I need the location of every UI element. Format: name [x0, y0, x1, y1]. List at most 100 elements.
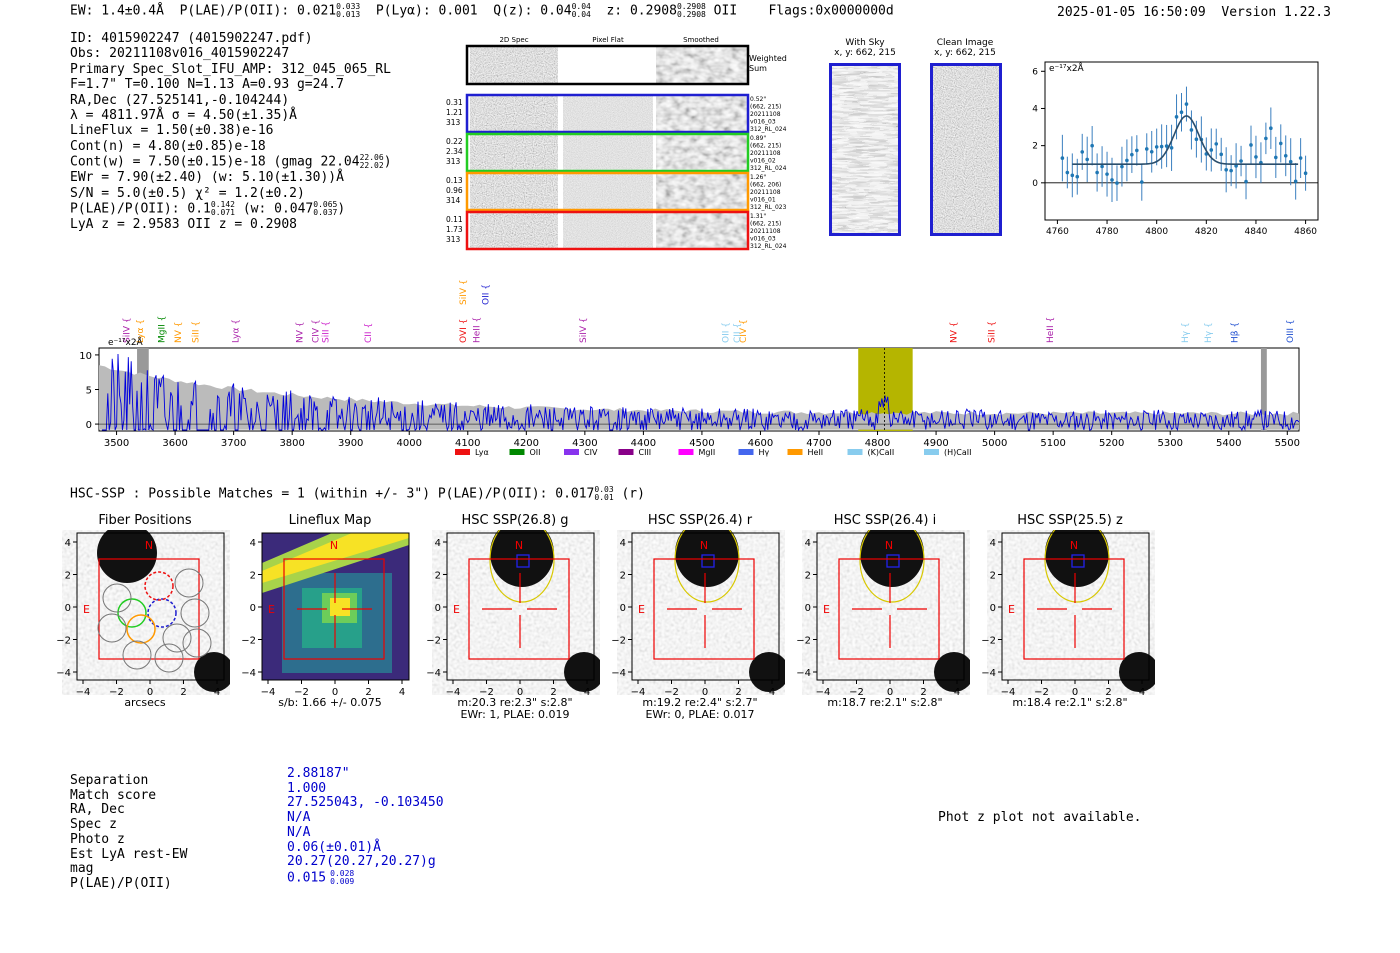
cutout-left-label: 0.31: [446, 98, 463, 107]
legend-label: (K)CaII: [868, 448, 895, 457]
east-label: E: [1008, 603, 1015, 616]
match-label: mag: [70, 861, 94, 877]
north-label: N: [145, 539, 153, 552]
with-sky-title: With Sky x, y: 662, 215: [834, 38, 896, 58]
spectrum-line-label: CII {: [733, 323, 743, 343]
match-row: Separation 2.88187": [70, 766, 444, 789]
info-ewr: EWr = 7.90(±2.40) (w: 5.10(±1.30))Å: [70, 170, 344, 186]
fit-ytick: 4: [1032, 104, 1038, 114]
panel-xtick: 4: [214, 687, 220, 698]
spectrum-xtick: 4900: [923, 438, 948, 449]
match-value: N/A: [287, 824, 311, 840]
cutout-right-label: 312_RL_024: [750, 126, 787, 133]
panel-title: Fiber Positions: [98, 513, 192, 528]
spectrum-xtick: 4100: [455, 438, 480, 449]
info-fiber: F=1.7" T=0.100 N=1.13 A=0.93 g=24.7: [70, 77, 344, 93]
panel-xtick: 2: [920, 687, 926, 698]
match-label: Est LyA rest-EW: [70, 846, 188, 862]
panel-xtick: −4: [1001, 687, 1016, 698]
match-row: Spec z N/A: [70, 810, 444, 833]
legend-swatch: [564, 449, 579, 455]
legend-label: CIV: [584, 448, 598, 457]
legend-swatch: [847, 449, 863, 455]
header-summary: EW: 1.4±0.4Å P(LAE)/P(OII): 0.021 0.033 0.…: [70, 3, 894, 19]
spectrum-line-label: SiIV {: [579, 317, 589, 343]
cutout-smooth-1: [656, 134, 747, 171]
spectrum-line-label: SiII {: [988, 321, 998, 343]
cutout-frame-1: [465, 132, 750, 173]
cutout-left-label: 2.34: [446, 147, 463, 156]
panel-xtick: −2: [479, 687, 494, 698]
panel-xtick: 2: [180, 687, 186, 698]
cutout-right-label: v016_01: [750, 197, 776, 204]
image-panel-0: N E −4 −2 0 2 4 4 2 0 −2 −4: [56, 530, 230, 698]
header-datetime: 2025-01-05 16:50:09: [1057, 5, 1206, 20]
panel-xtick: 4: [1139, 687, 1145, 698]
header-version-info: 2025-01-05 16:50:09 Version 1.22.3: [1057, 5, 1331, 20]
spectrum-xtick: 5400: [1216, 438, 1241, 449]
fit-xtick: 4860: [1294, 227, 1317, 235]
spectrum-xtick: 4600: [748, 438, 773, 449]
header-version: Version 1.22.3: [1221, 5, 1331, 20]
match-label: Photo z: [70, 831, 125, 847]
panel-xtick: −4: [816, 687, 831, 698]
cutout-flat-2: [563, 173, 653, 210]
panel-xtick: 2: [1105, 687, 1111, 698]
east-label: E: [83, 603, 90, 616]
panel-ytick: −4: [56, 668, 71, 679]
match-table: Separation 2.88187" Match score 1.000 RA, De…: [70, 766, 444, 892]
match-value: 0.06(±0.01)Å: [287, 839, 381, 855]
spectrum-xtick: 3700: [221, 438, 246, 449]
col-pixel-flat: Pixel Flat: [592, 36, 624, 44]
panel-xtick: 4: [584, 687, 590, 698]
panel-xtick: 4: [399, 687, 405, 698]
panel-xtick: −4: [446, 687, 461, 698]
panel-ytick: 4: [805, 538, 811, 549]
spectrum-xtick: 4200: [514, 438, 539, 449]
image-panel-4: N E −4 −2 0 2 4 4 2 0 −2 −4: [796, 530, 970, 698]
header-plae-err: 0.033 0.013: [336, 2, 361, 19]
cutout-right-label: (662, 215): [750, 104, 781, 111]
col-2d-spec: 2D Spec: [499, 36, 528, 44]
spectrum-xtick: 4500: [689, 438, 714, 449]
panel-caption: m:18.4 re:2.1" s:2.8": [1012, 696, 1128, 709]
panel-ytick: −4: [426, 668, 441, 679]
cutout-left-label: 0.96: [446, 186, 463, 195]
info-primary: Primary Spec_Slot_IFU_AMP: 312_045_065_R…: [70, 61, 391, 77]
panel-ytick: −4: [981, 668, 996, 679]
cutout-left-label: 313: [446, 118, 461, 127]
match-row: Est LyA rest-EW 0.06(±0.01)Å: [70, 840, 444, 863]
north-label: N: [700, 539, 708, 552]
spectrum-xtick: 4800: [865, 438, 890, 449]
cutout-left-label: 0.22: [446, 137, 463, 146]
fit-ytick: 6: [1032, 67, 1038, 77]
match-label: Separation: [70, 773, 149, 788]
east-label: E: [638, 603, 645, 616]
cutout-right-label: 20211108: [750, 189, 781, 196]
north-label: N: [885, 539, 893, 552]
weighted-sum-label-2: Sum: [749, 64, 767, 73]
panel-xtick: 0: [517, 687, 523, 698]
cutout-right-label: 20211108: [750, 228, 781, 235]
panel-ytick: −4: [611, 668, 626, 679]
spectrum-ytick: 5: [86, 386, 92, 397]
info-sn: S/N = 5.0(±0.5) χ² = 1.2(±0.2): [70, 185, 305, 201]
info-plae: P(LAE)/P(OII): 0.1 0.142 0.071 (w: 0.047 0.…: [70, 200, 346, 218]
panel-ytick: 2: [65, 571, 71, 582]
legend-swatch: [787, 449, 803, 455]
header-z-err: 0.2908 0.2908: [676, 2, 706, 19]
detection-info: ID: 4015902247 (4015902247.pdf) Obs: 202…: [70, 31, 392, 232]
header-plya: P(Lyα): 0.001: [375, 3, 478, 19]
spectrum-xtick: 3900: [338, 438, 363, 449]
panel-ytick: −2: [241, 636, 256, 647]
header-z: z: 0.2908: [606, 3, 677, 19]
weighted-sum-frame: [465, 44, 750, 86]
panel-xtick: −2: [1034, 687, 1049, 698]
panel-xtick: 2: [365, 687, 371, 698]
cutout-right-label: 1.31": [750, 213, 766, 220]
spectrum-line-label: NV {: [296, 322, 306, 343]
header-q-err: 0.04 0.04: [571, 2, 591, 19]
match-label: RA, Dec: [70, 802, 125, 818]
panel-ytick: 0: [990, 603, 996, 614]
masked-region: [1260, 348, 1267, 431]
